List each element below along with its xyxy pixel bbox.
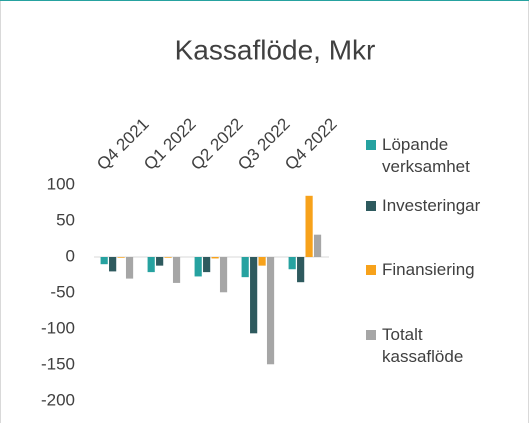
bar — [109, 257, 117, 272]
bar — [250, 257, 258, 334]
legend-swatch — [366, 330, 376, 340]
bar — [313, 234, 322, 257]
bar — [258, 257, 266, 266]
legend-label: Investeringar — [382, 196, 481, 215]
bar — [266, 257, 275, 365]
bar — [194, 257, 202, 277]
bar — [172, 257, 181, 283]
legend-swatch — [366, 140, 376, 150]
legend-item: Finansiering — [366, 259, 516, 281]
bar — [219, 257, 228, 293]
legend-item: Löpande verksamhet — [366, 134, 516, 178]
bar — [241, 257, 249, 278]
legend-label: Löpande verksamhet — [382, 135, 470, 176]
bar — [100, 257, 108, 265]
legend-label: Finansiering — [382, 260, 475, 279]
bar — [147, 257, 155, 273]
legend-item: Totalt kassaflöde — [366, 324, 516, 368]
legend-item: Investeringar — [366, 195, 516, 217]
legend-swatch — [366, 265, 376, 275]
y-tick-label: 0 — [66, 246, 75, 265]
y-tick-label: -150 — [41, 354, 75, 373]
bar — [125, 257, 134, 279]
y-tick-label: -50 — [50, 282, 75, 301]
chart-title: Kassaflöde, Mkr — [175, 34, 376, 65]
legend-swatch — [366, 201, 376, 211]
bar — [164, 257, 172, 258]
x-tick-label: Q4 2022 — [281, 114, 341, 174]
bar — [211, 257, 219, 259]
bar — [203, 257, 211, 273]
y-tick-label: 50 — [56, 210, 75, 229]
bar — [117, 257, 125, 258]
y-tick-label: 100 — [47, 174, 75, 193]
bar — [297, 257, 305, 283]
y-tick-label: -100 — [41, 318, 75, 337]
bar — [288, 257, 296, 270]
y-tick-label: -200 — [41, 390, 75, 409]
bar — [156, 257, 164, 266]
bar — [305, 195, 313, 257]
legend-label: Totalt kassaflöde — [382, 325, 464, 366]
